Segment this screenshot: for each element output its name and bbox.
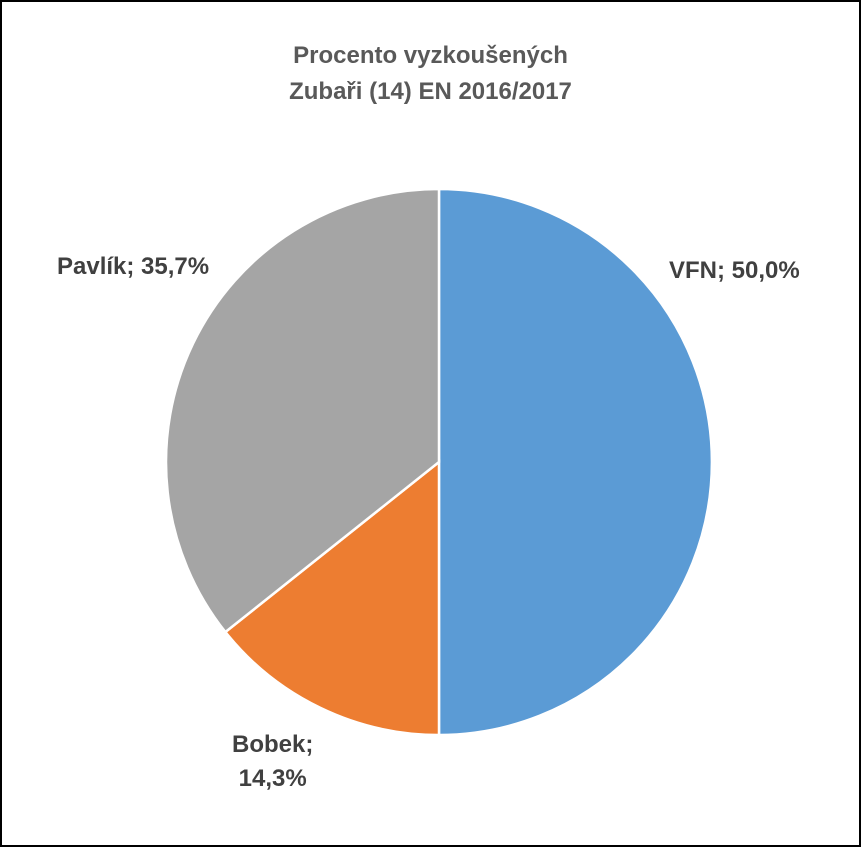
data-label-bobek: Bobek; 14,3% (232, 728, 313, 796)
pie-slice-vfn (437, 187, 714, 737)
chart-title-line-1: Procento vyzkoušených (293, 42, 568, 69)
data-label-vfn: VFN; 50,0% (669, 257, 800, 284)
chart-title-line-2: Zubaři (14) EN 2016/2017 (289, 78, 572, 105)
chart-title: Procento vyzkoušených Zubaři (14) EN 201… (2, 38, 859, 110)
pie-slice-pavlik (164, 187, 441, 634)
data-label-pavlik: Pavlík; 35,7% (57, 253, 210, 280)
data-label-bobek-line-1: Bobek; (232, 731, 314, 758)
pie-slice-bobek (223, 459, 441, 737)
data-label-bobek-line-2: 14,3% (238, 765, 307, 792)
